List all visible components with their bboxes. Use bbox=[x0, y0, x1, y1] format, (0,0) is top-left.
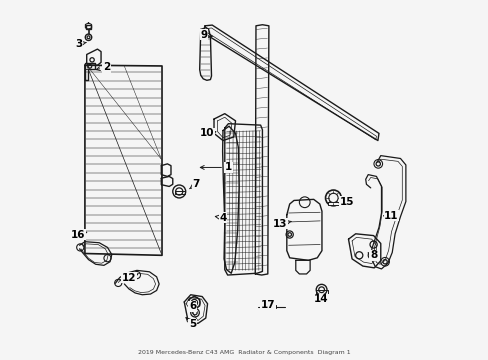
Bar bbox=[84, 63, 95, 69]
Text: 9: 9 bbox=[201, 30, 212, 40]
Text: 4: 4 bbox=[215, 213, 226, 222]
Bar bbox=[266, 305, 275, 309]
Text: 2: 2 bbox=[96, 62, 110, 72]
Text: 15: 15 bbox=[339, 197, 353, 207]
Text: 5: 5 bbox=[185, 318, 196, 329]
Text: 17: 17 bbox=[260, 300, 275, 310]
Bar bbox=[174, 191, 184, 194]
Text: 3: 3 bbox=[75, 39, 86, 49]
Text: 11: 11 bbox=[383, 211, 398, 221]
Text: 1: 1 bbox=[200, 162, 231, 172]
Text: 13: 13 bbox=[273, 219, 290, 229]
Text: 16: 16 bbox=[70, 230, 86, 239]
Text: 6: 6 bbox=[188, 301, 196, 311]
Text: 12: 12 bbox=[122, 273, 138, 283]
Text: 14: 14 bbox=[314, 294, 328, 304]
Text: 8: 8 bbox=[367, 250, 376, 260]
Text: 10: 10 bbox=[199, 129, 215, 138]
Text: 2019 Mercedes-Benz C43 AMG  Radiator & Components  Diagram 1: 2019 Mercedes-Benz C43 AMG Radiator & Co… bbox=[138, 350, 350, 355]
Bar bbox=[316, 290, 327, 294]
Bar bbox=[327, 202, 339, 205]
Bar bbox=[85, 25, 91, 29]
Text: 7: 7 bbox=[189, 179, 200, 189]
